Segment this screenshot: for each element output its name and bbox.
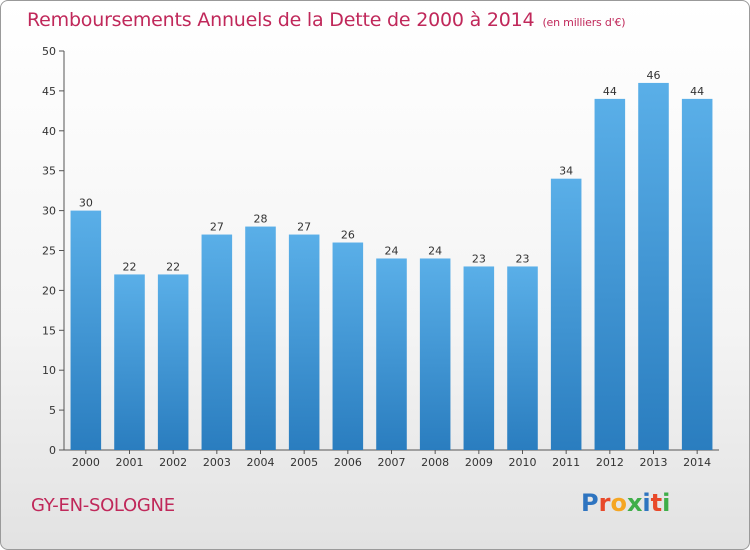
value-label-2005: 27 [297,221,311,234]
x-tick-label: 2003 [203,456,231,469]
bar-2011[interactable] [550,178,582,450]
bar-2014[interactable] [681,98,713,450]
x-tick-label: 2011 [552,456,580,469]
y-tick-label: 5 [49,404,56,417]
x-tick-label: 2010 [509,456,537,469]
y-tick-label: 40 [42,125,56,138]
y-tick-label: 25 [42,245,56,258]
logo-letter: x [626,489,643,517]
x-tick-label: 2006 [334,456,362,469]
value-label-2002: 22 [166,260,180,273]
value-label-2001: 22 [123,260,137,273]
bar-2007[interactable] [376,258,407,450]
x-tick-label: 2012 [596,456,624,469]
bar-2009[interactable] [463,266,495,450]
bar-2004[interactable] [245,226,276,450]
place-name: GY-EN-SOLOGNE [31,495,175,516]
y-tick-label: 15 [42,324,56,337]
y-tick-label: 35 [42,165,56,178]
y-tick-label: 30 [42,205,56,218]
bar-2001[interactable] [114,274,145,450]
value-label-2012: 44 [603,85,617,98]
bar-2002[interactable] [157,274,189,450]
x-tick-label: 2007 [378,456,406,469]
logo-letter: i [662,489,671,517]
logo-letter: r [598,489,611,517]
y-tick-label: 45 [42,85,56,98]
logo-letter: t [650,489,663,517]
chart-title-text: Remboursements Annuels de la Dette de 20… [27,9,535,31]
proxiti-logo[interactable]: Proxiti [581,489,670,517]
value-label-2010: 23 [516,252,530,265]
value-label-2008: 24 [428,244,442,257]
value-label-2011: 34 [559,165,573,178]
value-label-2014: 44 [690,85,704,98]
y-tick-label: 20 [42,284,56,297]
chart-title: Remboursements Annuels de la Dette de 20… [27,9,626,31]
bar-2003[interactable] [201,234,233,450]
y-tick-label: 50 [42,45,56,58]
x-tick-label: 2005 [290,456,318,469]
bar-2005[interactable] [288,234,320,450]
x-tick-label: 2013 [640,456,668,469]
bar-2000[interactable] [70,210,102,450]
logo-letter: i [642,489,651,517]
bar-2006[interactable] [332,242,364,450]
x-tick-label: 2000 [72,456,100,469]
chart-subtitle: (en milliers d'€) [542,16,626,29]
y-tick-label: 10 [42,364,56,377]
logo-letter: o [610,489,627,517]
bars [70,82,713,451]
x-tick-label: 2008 [421,456,449,469]
x-tick-label: 2004 [247,456,275,469]
bar-2013[interactable] [638,82,669,451]
value-label-2000: 30 [79,197,93,210]
x-tick-label: 2001 [116,456,144,469]
value-label-2004: 28 [254,213,268,226]
bar-2012[interactable] [594,98,626,450]
bar-2010[interactable] [507,266,538,450]
value-label-2007: 24 [385,244,399,257]
bar-2008[interactable] [419,258,451,450]
x-tick-label: 2009 [465,456,493,469]
data-labels: 30 22 22 27 28 27 26 24 24 23 23 34 44 46 44 [79,69,704,274]
value-label-2009: 23 [472,252,486,265]
value-label-2013: 46 [647,69,661,82]
x-tick-label: 2002 [159,456,187,469]
value-label-2006: 26 [341,229,355,242]
value-label-2003: 27 [210,221,224,234]
x-tick-label: 2014 [683,456,711,469]
logo-letter: P [581,489,599,517]
y-tick-label: 0 [49,444,56,457]
